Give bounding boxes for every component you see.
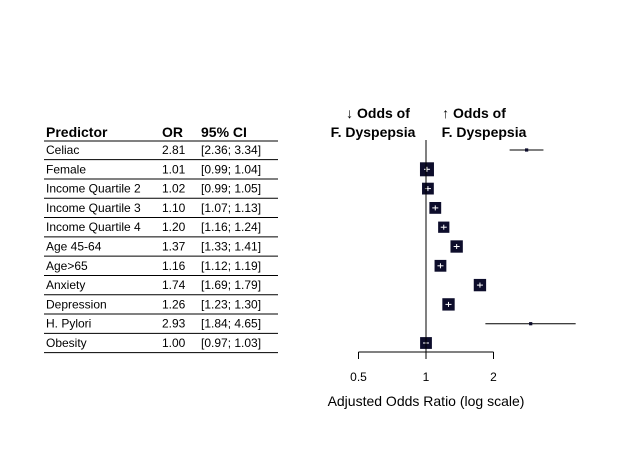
- row-ci-value: [1.69; 1.79]: [201, 278, 261, 292]
- row-ci-value: [2.36; 3.34]: [201, 143, 261, 157]
- direction-right-line2: F. Dyspepsia: [442, 124, 527, 140]
- row-or-value: 2.93: [162, 317, 186, 331]
- direction-left-line2: F. Dyspepsia: [331, 124, 416, 140]
- row-or-value: 1.26: [162, 297, 186, 311]
- row-ci-value: [0.97; 1.03]: [201, 336, 261, 350]
- row-ci-value: [0.99; 1.05]: [201, 182, 261, 196]
- x-axis-label: Adjusted Odds Ratio (log scale): [328, 393, 525, 409]
- direction-right-line1: ↑ Odds of: [442, 105, 506, 121]
- x-axis-tick-label: 1: [423, 370, 430, 384]
- x-axis-tick-label: 2: [490, 370, 497, 384]
- x-axis-tick-label: 0.5: [350, 370, 367, 384]
- row-predictor-label: Depression: [46, 297, 107, 311]
- row-or-value: 1.10: [162, 201, 186, 215]
- row-predictor-label: Income Quartile 4: [46, 220, 141, 234]
- row-or-value: 2.81: [162, 143, 186, 157]
- header-predictor: Predictor: [46, 124, 108, 140]
- row-or-value: 1.00: [162, 336, 186, 350]
- row-or-value: 1.37: [162, 240, 186, 254]
- table-rows: Celiac 2.81 [2.36; 3.34] Female 1.01 [0.99; 1…: [44, 143, 278, 354]
- row-or-value: 1.02: [162, 182, 186, 196]
- row-predictor-label: Female: [46, 162, 86, 176]
- row-ci-value: [1.33; 1.41]: [201, 240, 261, 254]
- row-predictor-label: Age>65: [46, 259, 88, 273]
- plot-marks: [419, 140, 576, 353]
- row-ci-value: [1.84; 4.65]: [201, 317, 261, 331]
- point-estimate-marker: [525, 148, 529, 152]
- row-ci-value: [1.23; 1.30]: [201, 297, 261, 311]
- row-predictor-label: Age 45-64: [46, 240, 102, 254]
- row-predictor-label: Income Quartile 3: [46, 201, 141, 215]
- header-or: OR: [162, 124, 183, 140]
- header-ci: 95% CI: [201, 124, 247, 140]
- x-axis: 0.5 1 2: [350, 351, 497, 384]
- row-or-value: 1.20: [162, 220, 186, 234]
- row-ci-value: [1.16; 1.24]: [201, 220, 261, 234]
- row-predictor-label: Obesity: [46, 336, 87, 350]
- row-predictor-label: Anxiety: [46, 278, 85, 292]
- row-or-value: 1.74: [162, 278, 186, 292]
- point-estimate-marker: [529, 322, 533, 326]
- row-ci-value: [1.12; 1.19]: [201, 259, 261, 273]
- row-predictor-label: Income Quartile 2: [46, 182, 141, 196]
- row-or-value: 1.16: [162, 259, 186, 273]
- row-or-value: 1.01: [162, 162, 186, 176]
- direction-left-line1: ↓ Odds of: [346, 105, 410, 121]
- row-ci-value: [1.07; 1.13]: [201, 201, 261, 215]
- row-predictor-label: Celiac: [46, 143, 79, 157]
- row-predictor-label: H. Pylori: [46, 317, 91, 331]
- row-ci-value: [0.99; 1.04]: [201, 162, 261, 176]
